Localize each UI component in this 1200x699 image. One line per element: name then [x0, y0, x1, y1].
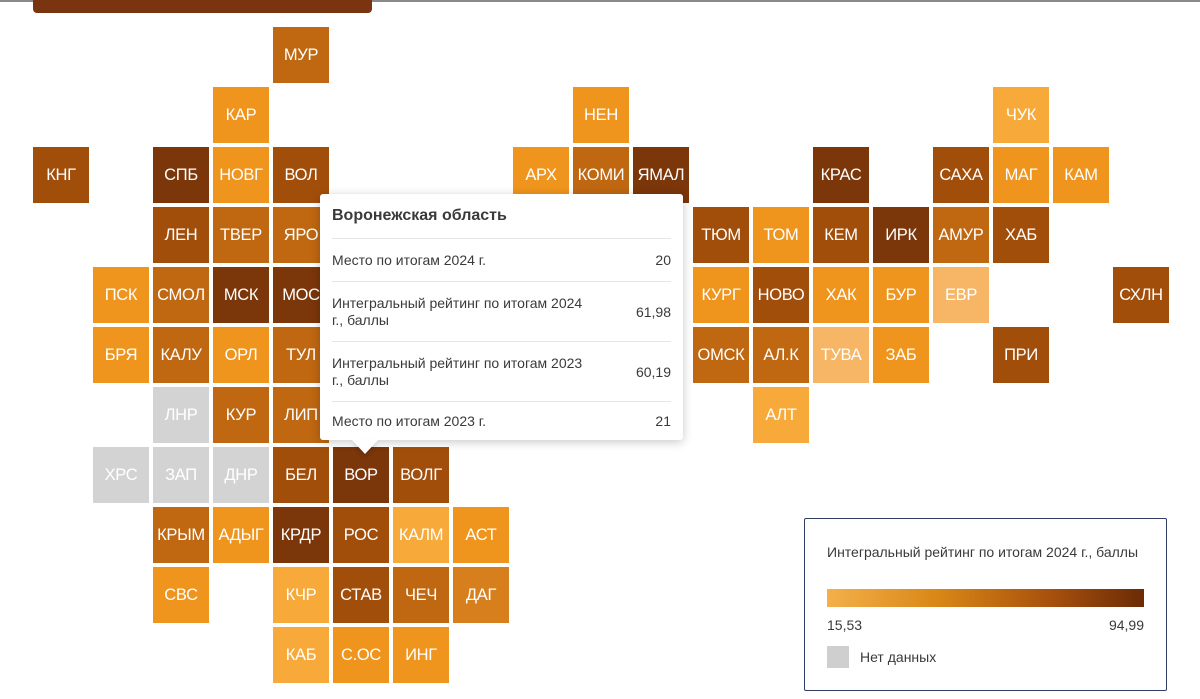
region-tile[interactable]: ЕВР	[933, 267, 989, 323]
region-tile[interactable]: АДЫГ	[213, 507, 269, 563]
region-tile[interactable]: МУР	[273, 27, 329, 83]
region-tile[interactable]: ЗАБ	[873, 327, 929, 383]
region-tile[interactable]: КАР	[213, 87, 269, 143]
legend-nodata-swatch	[827, 646, 849, 668]
region-tile[interactable]: КАЛМ	[393, 507, 449, 563]
region-tile[interactable]: ЯМАЛ	[633, 147, 689, 203]
region-tile[interactable]: КУР	[213, 387, 269, 443]
region-tile[interactable]: ТУЛ	[273, 327, 329, 383]
tooltip-label: Место по итогам 2024 г.	[332, 251, 487, 268]
region-tile[interactable]: КАЛУ	[153, 327, 209, 383]
region-tile[interactable]: КАБ	[273, 627, 329, 683]
region-tile[interactable]: С.ОС	[333, 627, 389, 683]
tooltip-row-rating-2023: Интегральный рейтинг по итогам 2023 г., …	[332, 342, 671, 402]
tooltip-value: 21	[655, 413, 671, 429]
region-tile[interactable]: ЛНР	[153, 387, 209, 443]
tooltip-pointer	[352, 440, 378, 454]
region-tile[interactable]: БРЯ	[93, 327, 149, 383]
region-tile[interactable]: ИНГ	[393, 627, 449, 683]
region-tooltip: Воронежская область Место по итогам 2024…	[320, 194, 683, 440]
region-tile[interactable]: СМОЛ	[153, 267, 209, 323]
tooltip-label: Интегральный рейтинг по итогам 2024 г., …	[332, 294, 583, 328]
region-tile[interactable]: НЕН	[573, 87, 629, 143]
region-tile[interactable]: СПБ	[153, 147, 209, 203]
region-tile[interactable]: НОВГ	[213, 147, 269, 203]
tooltip-value: 61,98	[635, 303, 671, 320]
legend-nodata-label: Нет данных	[860, 649, 937, 665]
region-tile[interactable]: ПСК	[93, 267, 149, 323]
legend-title: Интегральный рейтинг по итогам 2024 г., …	[827, 544, 1139, 560]
region-tile[interactable]: ДНР	[213, 447, 269, 503]
region-tile[interactable]: КЕМ	[813, 207, 869, 263]
region-tile[interactable]: ЧЕЧ	[393, 567, 449, 623]
region-tile[interactable]: БУР	[873, 267, 929, 323]
region-tile[interactable]: КОМИ	[573, 147, 629, 203]
region-tile[interactable]: СХЛН	[1113, 267, 1169, 323]
region-tile[interactable]: КРДР	[273, 507, 329, 563]
tooltip-row-rating-2024: Интегральный рейтинг по итогам 2024 г., …	[332, 282, 671, 342]
tooltip-value: 60,19	[635, 363, 671, 380]
region-tile[interactable]: ИРК	[873, 207, 929, 263]
top-divider	[0, 0, 1200, 2]
region-tile[interactable]: КУРГ	[693, 267, 749, 323]
legend-max-value: 94,99	[1108, 617, 1144, 633]
region-tile[interactable]: ВОЛ	[273, 147, 329, 203]
region-tile[interactable]: САХА	[933, 147, 989, 203]
region-tile[interactable]: АЛ.К	[753, 327, 809, 383]
region-tile[interactable]: ОМСК	[693, 327, 749, 383]
region-tile[interactable]: АРХ	[513, 147, 569, 203]
region-tile[interactable]: МОС	[273, 267, 329, 323]
region-tile[interactable]: КНГ	[33, 147, 89, 203]
region-tile[interactable]: ХРС	[93, 447, 149, 503]
region-tile[interactable]: ХАК	[813, 267, 869, 323]
region-tile[interactable]: ЧУК	[993, 87, 1049, 143]
region-tile[interactable]: КЧР	[273, 567, 329, 623]
tooltip-row-place-2024: Место по итогам 2024 г. 20	[332, 239, 671, 282]
region-tile[interactable]: ЗАП	[153, 447, 209, 503]
region-tile[interactable]: ЛЕН	[153, 207, 209, 263]
region-tile[interactable]: МСК	[213, 267, 269, 323]
region-tile[interactable]: ТУВА	[813, 327, 869, 383]
region-tile[interactable]: ЛИП	[273, 387, 329, 443]
region-tile[interactable]: АЛТ	[753, 387, 809, 443]
region-tile[interactable]: ХАБ	[993, 207, 1049, 263]
tooltip-value: 20	[655, 252, 671, 268]
region-tile[interactable]: СВС	[153, 567, 209, 623]
region-tile[interactable]: НОВО	[753, 267, 809, 323]
region-tile[interactable]: КРАС	[813, 147, 869, 203]
region-tile[interactable]: АМУР	[933, 207, 989, 263]
top-header-bar	[33, 0, 372, 13]
legend-color-scale	[827, 589, 1144, 607]
region-tile[interactable]: ВОЛГ	[393, 447, 449, 503]
region-tile[interactable]: ДАГ	[453, 567, 509, 623]
region-tile[interactable]: КРЫМ	[153, 507, 209, 563]
tooltip-row-place-2023: Место по итогам 2023 г. 21	[332, 402, 671, 440]
region-tile[interactable]: КАМ	[1053, 147, 1109, 203]
region-tile[interactable]: ОРЛ	[213, 327, 269, 383]
region-tile[interactable]: АСТ	[453, 507, 509, 563]
region-tile[interactable]: ТЮМ	[693, 207, 749, 263]
region-tile[interactable]: БЕЛ	[273, 447, 329, 503]
region-tile[interactable]: РОС	[333, 507, 389, 563]
tooltip-label: Интегральный рейтинг по итогам 2023 г., …	[332, 354, 583, 388]
region-tile[interactable]: ВОР	[333, 447, 389, 503]
map-legend: Интегральный рейтинг по итогам 2024 г., …	[804, 518, 1167, 691]
region-tile[interactable]: ТВЕР	[213, 207, 269, 263]
region-tile[interactable]: ТОМ	[753, 207, 809, 263]
region-tile[interactable]: ЯРО	[273, 207, 329, 263]
tooltip-title: Воронежская область	[332, 194, 671, 239]
region-tile[interactable]: ПРИ	[993, 327, 1049, 383]
region-tile[interactable]: СТАВ	[333, 567, 389, 623]
tooltip-label: Место по итогам 2023 г.	[332, 412, 487, 429]
region-tile[interactable]: МАГ	[993, 147, 1049, 203]
legend-min-value: 15,53	[827, 617, 863, 633]
